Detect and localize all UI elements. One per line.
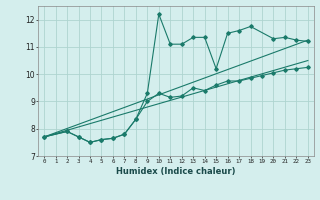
X-axis label: Humidex (Indice chaleur): Humidex (Indice chaleur) (116, 167, 236, 176)
